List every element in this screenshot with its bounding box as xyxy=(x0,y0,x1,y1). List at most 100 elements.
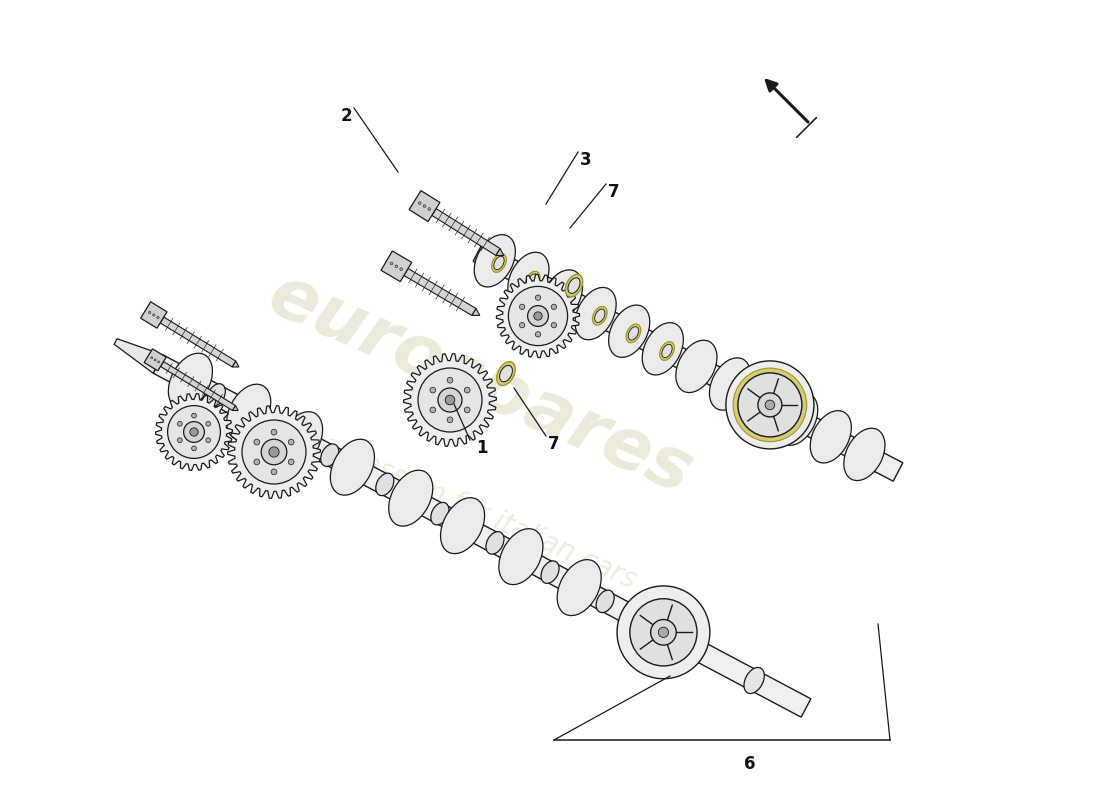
Ellipse shape xyxy=(265,414,284,437)
Ellipse shape xyxy=(494,256,504,270)
Ellipse shape xyxy=(559,289,573,307)
Polygon shape xyxy=(141,302,167,328)
Circle shape xyxy=(242,420,306,484)
Text: eurospares: eurospares xyxy=(257,259,702,509)
Ellipse shape xyxy=(608,305,650,358)
Circle shape xyxy=(271,430,277,435)
Circle shape xyxy=(154,359,156,361)
Ellipse shape xyxy=(321,444,339,466)
Circle shape xyxy=(766,400,774,410)
Ellipse shape xyxy=(595,309,605,322)
Circle shape xyxy=(418,368,482,432)
Circle shape xyxy=(430,387,436,393)
Circle shape xyxy=(617,586,710,678)
Circle shape xyxy=(254,439,260,445)
Ellipse shape xyxy=(207,384,226,406)
Polygon shape xyxy=(232,361,239,367)
Ellipse shape xyxy=(558,560,602,615)
Polygon shape xyxy=(144,349,166,371)
Polygon shape xyxy=(161,362,235,410)
Circle shape xyxy=(191,446,197,450)
Ellipse shape xyxy=(278,412,322,468)
Circle shape xyxy=(738,373,802,437)
Circle shape xyxy=(733,368,806,442)
Polygon shape xyxy=(404,269,476,315)
Circle shape xyxy=(206,422,210,426)
Ellipse shape xyxy=(486,532,504,554)
Circle shape xyxy=(726,361,814,449)
Circle shape xyxy=(268,447,279,457)
Ellipse shape xyxy=(744,667,764,694)
Circle shape xyxy=(528,306,549,326)
Circle shape xyxy=(534,312,542,320)
Circle shape xyxy=(191,414,197,418)
Ellipse shape xyxy=(168,354,212,409)
Ellipse shape xyxy=(508,252,549,305)
Circle shape xyxy=(658,627,669,638)
Circle shape xyxy=(430,407,436,413)
Circle shape xyxy=(447,378,453,383)
Ellipse shape xyxy=(777,393,817,446)
Circle shape xyxy=(148,311,151,314)
Text: a passion for italian cars: a passion for italian cars xyxy=(318,430,641,594)
Circle shape xyxy=(551,322,557,328)
Polygon shape xyxy=(472,309,480,315)
Ellipse shape xyxy=(440,498,485,554)
Polygon shape xyxy=(228,406,320,498)
Ellipse shape xyxy=(675,340,717,393)
Ellipse shape xyxy=(710,358,750,410)
Ellipse shape xyxy=(642,322,683,375)
Polygon shape xyxy=(404,354,496,446)
Circle shape xyxy=(519,322,525,328)
Circle shape xyxy=(536,295,541,300)
Circle shape xyxy=(424,205,426,207)
Ellipse shape xyxy=(662,344,672,358)
Ellipse shape xyxy=(568,278,580,294)
Ellipse shape xyxy=(227,384,271,440)
Ellipse shape xyxy=(541,561,559,583)
Polygon shape xyxy=(432,209,500,255)
Polygon shape xyxy=(496,249,504,255)
Polygon shape xyxy=(114,338,163,373)
Polygon shape xyxy=(153,355,811,717)
Ellipse shape xyxy=(561,291,571,305)
Ellipse shape xyxy=(497,362,515,386)
Ellipse shape xyxy=(844,428,886,481)
Text: 3: 3 xyxy=(580,151,592,169)
Ellipse shape xyxy=(376,473,394,496)
Ellipse shape xyxy=(330,439,374,495)
Circle shape xyxy=(758,393,782,417)
Ellipse shape xyxy=(499,366,513,382)
Ellipse shape xyxy=(492,254,506,272)
Polygon shape xyxy=(232,406,238,410)
Circle shape xyxy=(261,439,287,465)
Circle shape xyxy=(464,407,470,413)
Ellipse shape xyxy=(596,590,614,613)
Polygon shape xyxy=(496,274,580,358)
Circle shape xyxy=(519,304,525,310)
Circle shape xyxy=(177,438,183,442)
Polygon shape xyxy=(796,118,817,138)
Ellipse shape xyxy=(626,324,640,342)
Circle shape xyxy=(157,361,159,363)
Circle shape xyxy=(288,439,294,445)
Circle shape xyxy=(184,422,205,442)
Polygon shape xyxy=(473,242,903,482)
Circle shape xyxy=(536,332,541,337)
Circle shape xyxy=(464,387,470,393)
Ellipse shape xyxy=(541,270,583,322)
Polygon shape xyxy=(381,251,411,282)
Circle shape xyxy=(190,428,198,436)
Polygon shape xyxy=(161,317,235,367)
Ellipse shape xyxy=(498,529,543,585)
Ellipse shape xyxy=(742,375,784,428)
Text: 7: 7 xyxy=(548,435,560,453)
Ellipse shape xyxy=(528,274,538,287)
Circle shape xyxy=(206,438,210,442)
Ellipse shape xyxy=(431,502,449,525)
Circle shape xyxy=(447,417,453,422)
Circle shape xyxy=(167,406,220,458)
Circle shape xyxy=(288,459,294,465)
Circle shape xyxy=(254,459,260,465)
Circle shape xyxy=(428,208,430,210)
